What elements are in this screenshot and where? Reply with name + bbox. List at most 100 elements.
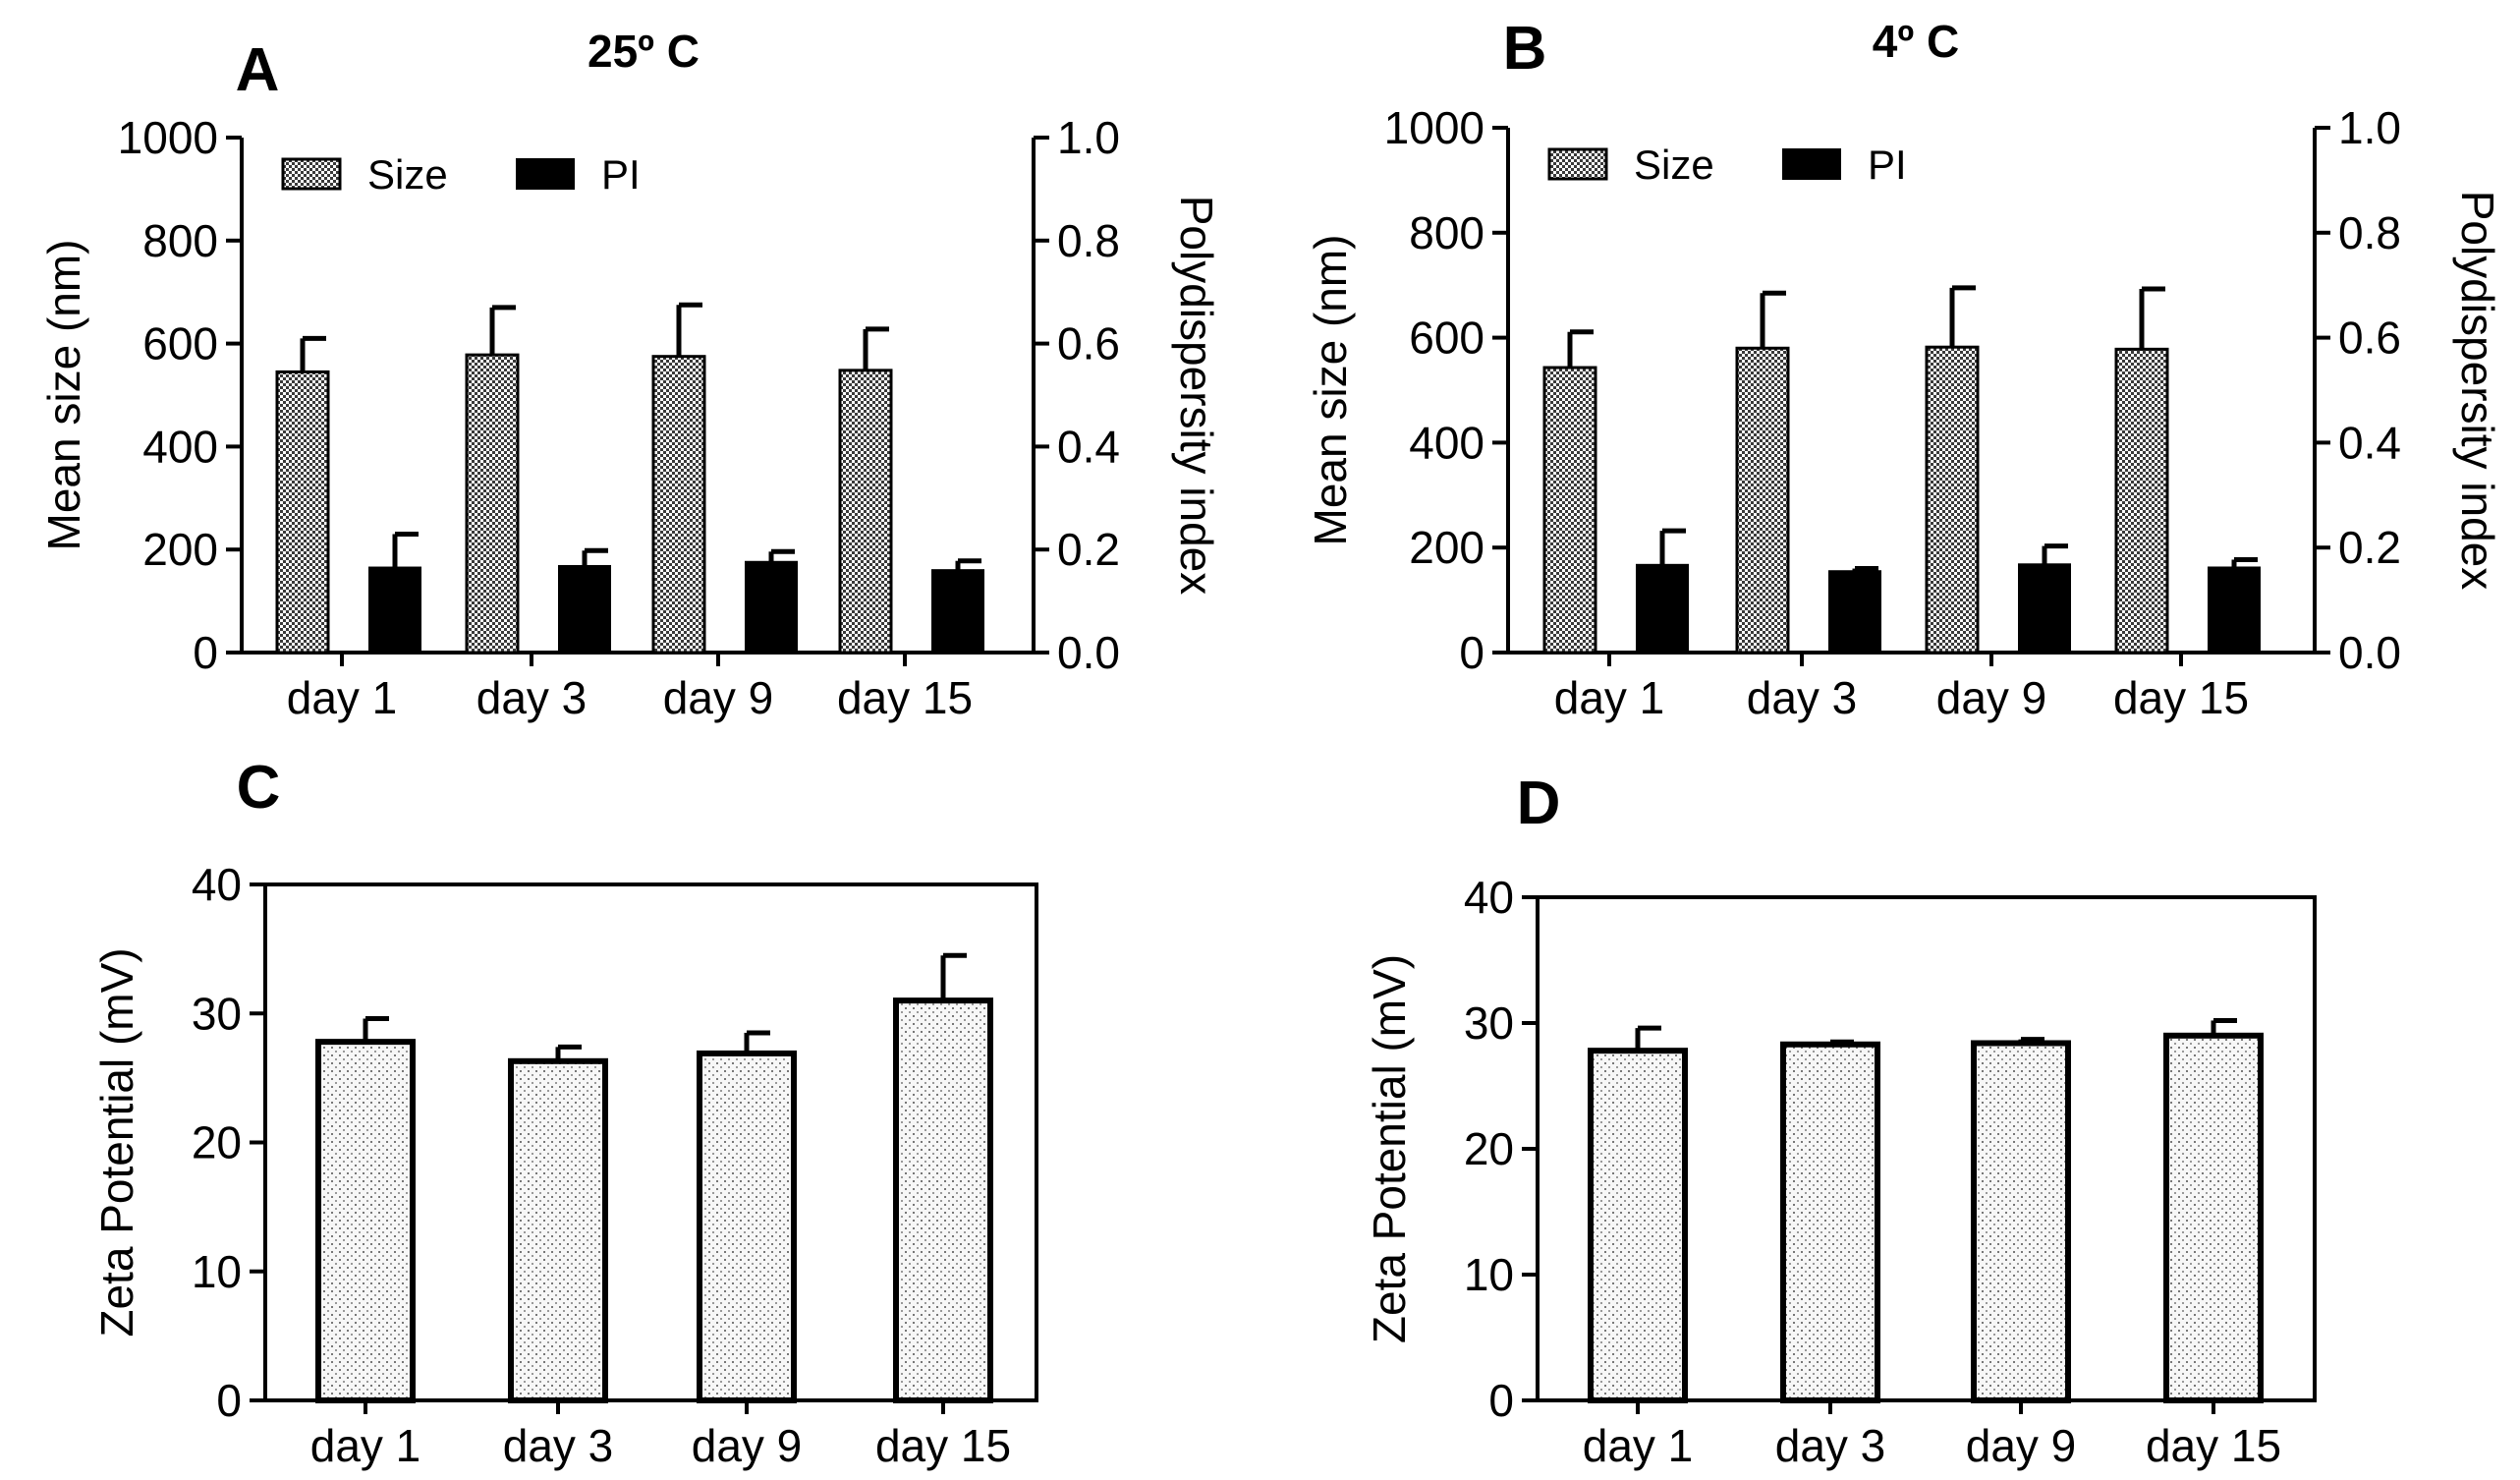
y2-tick-label: 0.2 [2338,522,2401,573]
x-tick-label: day 1 [287,672,398,723]
bar-size [838,369,893,655]
legend-swatch-pi [516,158,575,190]
bar-pi [745,560,798,654]
y-tick-label: 30 [192,988,242,1039]
y2-tick-label: 0.6 [1057,318,1120,370]
legend-label-pi: PI [1868,142,1907,188]
panel-letter: C [237,754,281,822]
y-tick-label: 0 [216,1375,242,1426]
y-tick-label: 600 [1409,313,1484,364]
y-tick-label: 20 [192,1117,242,1168]
bar-pi [2018,563,2071,655]
y2-tick-label: 0.6 [2338,313,2401,364]
x-tick-label: day 3 [1747,672,1858,723]
panel-letter: D [1517,769,1561,837]
panel-letter: B [1503,15,1547,83]
y-tick-label: 400 [1409,417,1484,468]
y-tick-label: 200 [1409,522,1484,573]
bar-pi [368,566,421,654]
bar-size [465,353,520,655]
x-tick-label: day 15 [2113,672,2249,723]
y-tick-label: 20 [1464,1123,1514,1174]
x-tick-label: day 9 [663,672,774,723]
x-tick-label: day 3 [503,1420,614,1471]
panel-a: A 25º C 0 200 400 600 800 1000 0.0 0.2 0.4 0.6 0.8 1.… [38,26,1222,723]
x-tick-label: day 9 [692,1420,803,1471]
y2-tick-label: 0.8 [2338,207,2401,258]
bar-size [1735,346,1790,655]
y2-tick-label: 0.4 [1057,421,1120,472]
y-tick-label: 40 [1464,872,1514,923]
y-axis-label: Zeta Potential (mV) [1364,954,1415,1343]
x-tick-label: day 9 [1936,672,2047,723]
x-tick-label: day 3 [1775,1420,1886,1471]
y2-tick-label: 1.0 [1057,112,1120,163]
x-tick-label: day 1 [1583,1420,1694,1471]
panel-title: 4º C [1873,16,1959,67]
bar-size [275,370,330,655]
y-tick-label: 0 [1459,627,1484,678]
bar-pi [2208,566,2261,655]
y2-tick-label: 0.4 [2338,417,2401,468]
y-tick-label: 200 [142,524,218,575]
y2-tick-label: 0.2 [1057,524,1120,575]
y-tick-label: 0 [1488,1375,1514,1426]
bar-pi [1828,570,1881,654]
y-tick-label: 10 [1464,1249,1514,1300]
x-tick-label: day 3 [476,672,588,723]
x-tick-label: day 15 [2146,1420,2281,1471]
y-tick-label: 400 [142,421,218,472]
y-axis-label: Mean size (nm) [38,240,89,551]
bar-size [2114,347,2169,655]
y2-tick-label: 0.8 [1057,215,1120,266]
bar-zeta [1780,1041,1880,1403]
y2-tick-label: 0.0 [1057,627,1120,678]
x-tick-label: day 15 [875,1420,1011,1471]
panel-c: C 0 10 20 30 40 Zeta Potential (mV) day 1 day 3 d… [91,754,1038,1471]
x-tick-label: day 15 [837,672,973,723]
y2-axis-label: Polydispersity index [2452,191,2503,591]
panel-letter: A [236,36,280,104]
legend-label-size: Size [367,151,448,198]
bar-size [1542,366,1597,655]
x-tick-label: day 1 [1554,672,1665,723]
y-axis-label: Zeta Potential (mV) [91,947,142,1337]
bar-size [651,355,706,655]
y-tick-label: 1000 [118,112,218,163]
y-axis-label: Mean size (nm) [1305,235,1356,546]
x-tick-label: day 9 [1966,1420,2077,1471]
y2-tick-label: 0.0 [2338,627,2401,678]
x-tick-label: day 1 [310,1420,421,1471]
panel-d: D 0 10 20 30 40 Zeta Potential (mV) day 1 day 3 d… [1364,769,2317,1471]
y2-tick-label: 1.0 [2338,102,2401,153]
y-tick-label: 40 [192,859,242,910]
bar-zeta [1588,1048,1688,1404]
y-tick-label: 800 [142,215,218,266]
bar-zeta [1971,1040,2071,1403]
panel-title: 25º C [588,26,700,77]
bar-pi [931,569,984,654]
legend-label-pi: PI [601,151,641,198]
y-tick-label: 1000 [1384,102,1484,153]
y-tick-label: 10 [192,1246,242,1297]
bar-zeta [2163,1032,2264,1404]
bar-pi [558,564,611,655]
bar-pi [1636,563,1689,655]
legend-swatch-pi [1782,148,1841,180]
y-tick-label: 30 [1464,997,1514,1049]
legend-label-size: Size [1634,142,1714,188]
y-tick-label: 0 [193,627,218,678]
bar-size [1925,345,1980,655]
axis-frame [1506,128,2317,655]
y2-axis-label: Polydispersity index [1171,196,1222,596]
bar-zeta [697,1050,797,1403]
bar-zeta [508,1057,608,1403]
bar-zeta [893,997,993,1403]
axis-frame [240,138,1036,655]
legend-swatch-size [1547,147,1608,181]
y-tick-label: 600 [142,318,218,370]
legend-swatch-size [281,157,342,191]
panel-b: B 4º C 0 200 400 600 800 1000 0.0 0.2 0.4 0.6 0.8 1.0… [1305,15,2503,723]
y-tick-label: 800 [1409,207,1484,258]
